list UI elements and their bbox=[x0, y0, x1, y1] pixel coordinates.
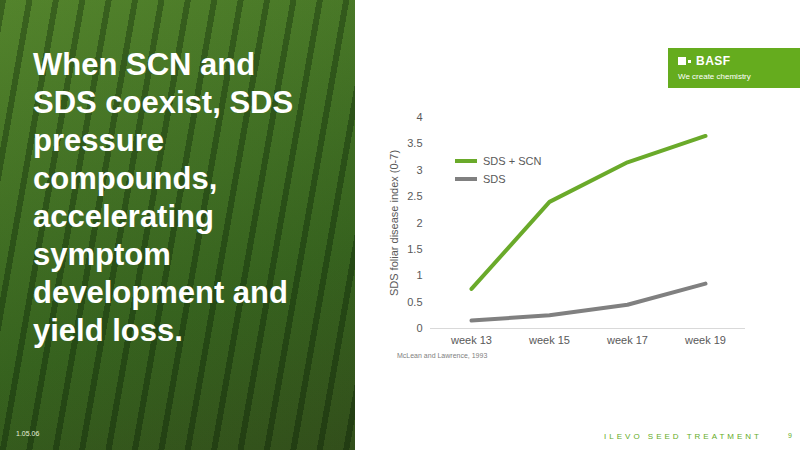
html-text:9: 9 bbox=[788, 432, 792, 439]
svg-text:0.5: 0.5 bbox=[407, 296, 422, 308]
svg-text:week 17: week 17 bbox=[606, 334, 648, 346]
html-text:SDS: SDS bbox=[483, 173, 506, 185]
html-text:We create chemistry: We create chemistry bbox=[678, 72, 751, 81]
svg-text:2: 2 bbox=[416, 217, 422, 229]
svg-text:week 13: week 13 bbox=[450, 334, 492, 346]
svg-text:SDS foliar disease index (0-7): SDS foliar disease index (0-7) bbox=[388, 150, 400, 296]
svg-text:week 15: week 15 bbox=[528, 334, 570, 346]
svg-text:3.5: 3.5 bbox=[407, 137, 422, 149]
html-text:SDS + SCN: SDS + SCN bbox=[483, 155, 542, 167]
html-text:McLean and Lawrence, 1993: McLean and Lawrence, 1993 bbox=[397, 352, 488, 359]
html-text:1.05.06: 1.05.06 bbox=[16, 430, 40, 437]
svg-text:4: 4 bbox=[416, 111, 422, 123]
html-text:ILEVO SEED TREATMENT: ILEVO SEED TREATMENT bbox=[604, 432, 762, 441]
svg-text:1.5: 1.5 bbox=[407, 243, 422, 255]
svg-text:0: 0 bbox=[416, 322, 422, 334]
html-text:BASF: BASF bbox=[696, 54, 731, 68]
svg-text:1: 1 bbox=[416, 269, 422, 281]
svg-text:week 19: week 19 bbox=[684, 334, 726, 346]
html-text:When SCN and SDS coexist, SDS: When SCN and SDS coexist, SDS pressure c… bbox=[33, 47, 294, 348]
svg-text:2.5: 2.5 bbox=[407, 190, 422, 202]
svg-text:3: 3 bbox=[416, 164, 422, 176]
